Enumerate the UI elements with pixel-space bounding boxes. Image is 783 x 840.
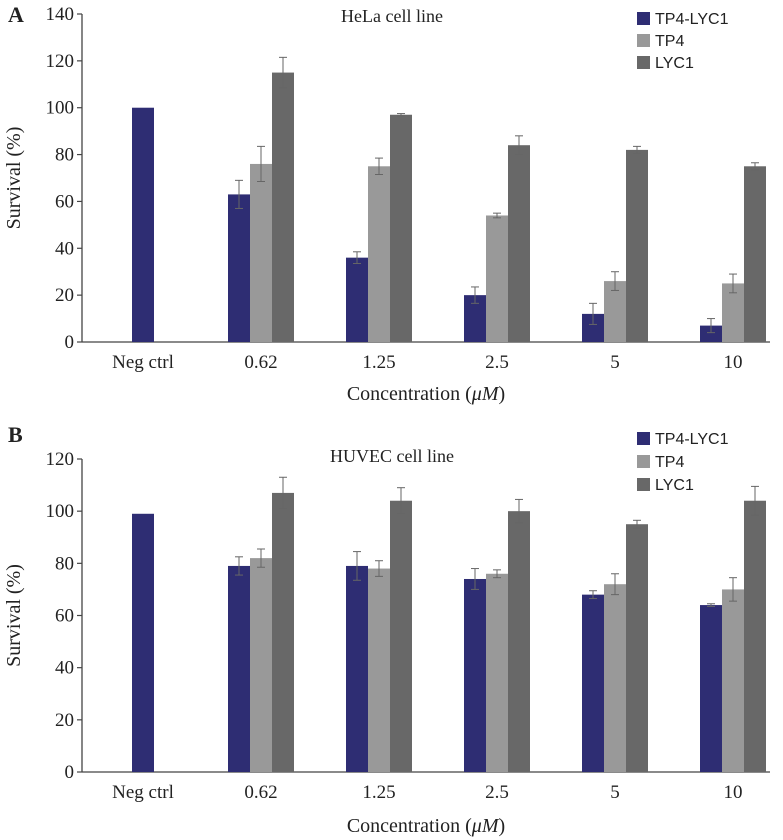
bar-lyc1-2.5 <box>508 511 530 772</box>
legend: TP4-LYC1 TP4 LYC1 <box>637 11 729 72</box>
unit-paren: ) <box>499 383 506 405</box>
y-tick-label: 20 <box>55 710 74 731</box>
x-tick-label: Neg ctrl <box>112 352 174 373</box>
legend-swatch-tp4-lyc1 <box>637 12 650 25</box>
bar-lyc1-10 <box>744 500 766 772</box>
x-axis-label-text: Concentration <box>347 815 465 837</box>
unit-symbol: μM <box>471 383 500 405</box>
y-tick-label: 100 <box>46 501 75 522</box>
y-tick-label: 60 <box>55 191 74 212</box>
bar-tp4-lyc1-neg-ctrl <box>132 513 154 772</box>
x-tick-label: 5 <box>610 782 620 803</box>
legend-label-lyc1: LYC1 <box>655 55 694 72</box>
y-tick-label: 20 <box>55 285 74 306</box>
panel-letter: A <box>8 2 24 27</box>
x-tick-label: Neg ctrl <box>112 782 174 803</box>
bar-tp4-lyc1-1.25 <box>346 257 368 342</box>
legend-swatch-tp4 <box>637 34 650 47</box>
bar-tp4-lyc1-neg-ctrl <box>132 107 154 342</box>
bar-tp4-lyc1-5 <box>582 313 604 342</box>
bar-lyc1-0.62 <box>272 492 294 772</box>
x-axis-label: Concentration (μM) <box>347 815 505 837</box>
bar-tp4-5 <box>604 584 626 772</box>
bar-tp4-10 <box>722 589 744 772</box>
legend-label-lyc1: LYC1 <box>655 477 694 494</box>
bar-tp4-lyc1-2.5 <box>464 578 486 772</box>
legend-swatch-tp4-lyc1 <box>637 432 650 445</box>
y-tick-label: 0 <box>65 762 75 783</box>
bar-tp4-lyc1-0.62 <box>228 565 250 772</box>
legend-swatch-lyc1 <box>637 478 650 491</box>
legend-swatch-tp4 <box>637 455 650 468</box>
chart-title: HeLa cell line <box>341 6 443 26</box>
bar-tp4-1.25 <box>368 166 390 342</box>
y-axis-label: Survival (%) <box>3 564 25 667</box>
bar-lyc1-1.25 <box>390 500 412 772</box>
bar-tp4-0.62 <box>250 558 272 772</box>
legend: TP4-LYC1 TP4 LYC1 <box>637 431 729 494</box>
y-tick-label: 100 <box>46 98 75 119</box>
chart-panel-a: A HeLa cell line 0 20 40 60 80 100 120 140 Surviva… <box>3 2 770 405</box>
y-tick-label: 120 <box>46 449 75 470</box>
bar-lyc1-2.5 <box>508 145 530 342</box>
x-tick-label: 2.5 <box>485 782 509 803</box>
legend-label-tp4: TP4 <box>655 33 684 50</box>
y-tick-label: 120 <box>46 51 75 72</box>
legend-label-tp4-lyc1: TP4-LYC1 <box>655 11 729 28</box>
unit-paren: ) <box>499 815 506 837</box>
bar-lyc1-0.62 <box>272 72 294 343</box>
y-tick-label: 60 <box>55 606 74 627</box>
bar-tp4-lyc1-0.62 <box>228 194 250 342</box>
x-tick-label: 5 <box>610 352 620 373</box>
bar-tp4-1.25 <box>368 568 390 772</box>
legend-swatch-lyc1 <box>637 56 650 69</box>
bar-lyc1-5 <box>626 149 648 342</box>
x-axis-label: Concentration (μM) <box>347 383 505 405</box>
bar-tp4-10 <box>722 283 744 342</box>
x-tick-label: 10 <box>724 352 743 373</box>
bar-lyc1-10 <box>744 166 766 342</box>
bar-tp4-5 <box>604 281 626 342</box>
bar-tp4-2.5 <box>486 573 508 772</box>
bar-tp4-lyc1-2.5 <box>464 295 486 342</box>
y-tick-label: 140 <box>46 4 75 25</box>
x-tick-label: 2.5 <box>485 352 509 373</box>
unit-paren: ( <box>465 815 472 837</box>
panel-letter: B <box>8 422 23 447</box>
x-tick-label: 1.25 <box>362 782 395 803</box>
bar-lyc1-1.25 <box>390 114 412 342</box>
chart-panel-b: B HUVEC cell line 0 20 40 60 80 100 120 Survival … <box>3 422 770 837</box>
x-tick-label: 1.25 <box>362 352 395 373</box>
legend-label-tp4-lyc1: TP4-LYC1 <box>655 431 729 448</box>
bar-lyc1-5 <box>626 524 648 772</box>
unit-paren: ( <box>465 383 472 405</box>
unit-symbol: μM <box>471 815 500 837</box>
chart-title: HUVEC cell line <box>330 446 454 466</box>
y-tick-label: 40 <box>55 238 74 259</box>
x-axis-label-text: Concentration <box>347 383 465 405</box>
y-tick-label: 40 <box>55 658 74 679</box>
legend-label-tp4: TP4 <box>655 454 684 471</box>
x-tick-label: 0.62 <box>244 352 277 373</box>
x-axis-label-unit: (μM) <box>465 815 505 837</box>
x-tick-label: 10 <box>724 782 743 803</box>
y-tick-label: 0 <box>65 332 75 353</box>
bar-tp4-lyc1-5 <box>582 594 604 772</box>
x-axis-label-unit: (μM) <box>465 383 505 405</box>
bar-tp4-lyc1-10 <box>700 325 722 342</box>
y-tick-label: 80 <box>55 553 74 574</box>
bar-tp4-0.62 <box>250 163 272 342</box>
x-tick-label: 0.62 <box>244 782 277 803</box>
bar-tp4-lyc1-10 <box>700 605 722 772</box>
bar-tp4-lyc1-1.25 <box>346 565 368 772</box>
y-tick-label: 80 <box>55 145 74 166</box>
bar-tp4-2.5 <box>486 215 508 342</box>
y-axis-label: Survival (%) <box>3 127 25 230</box>
